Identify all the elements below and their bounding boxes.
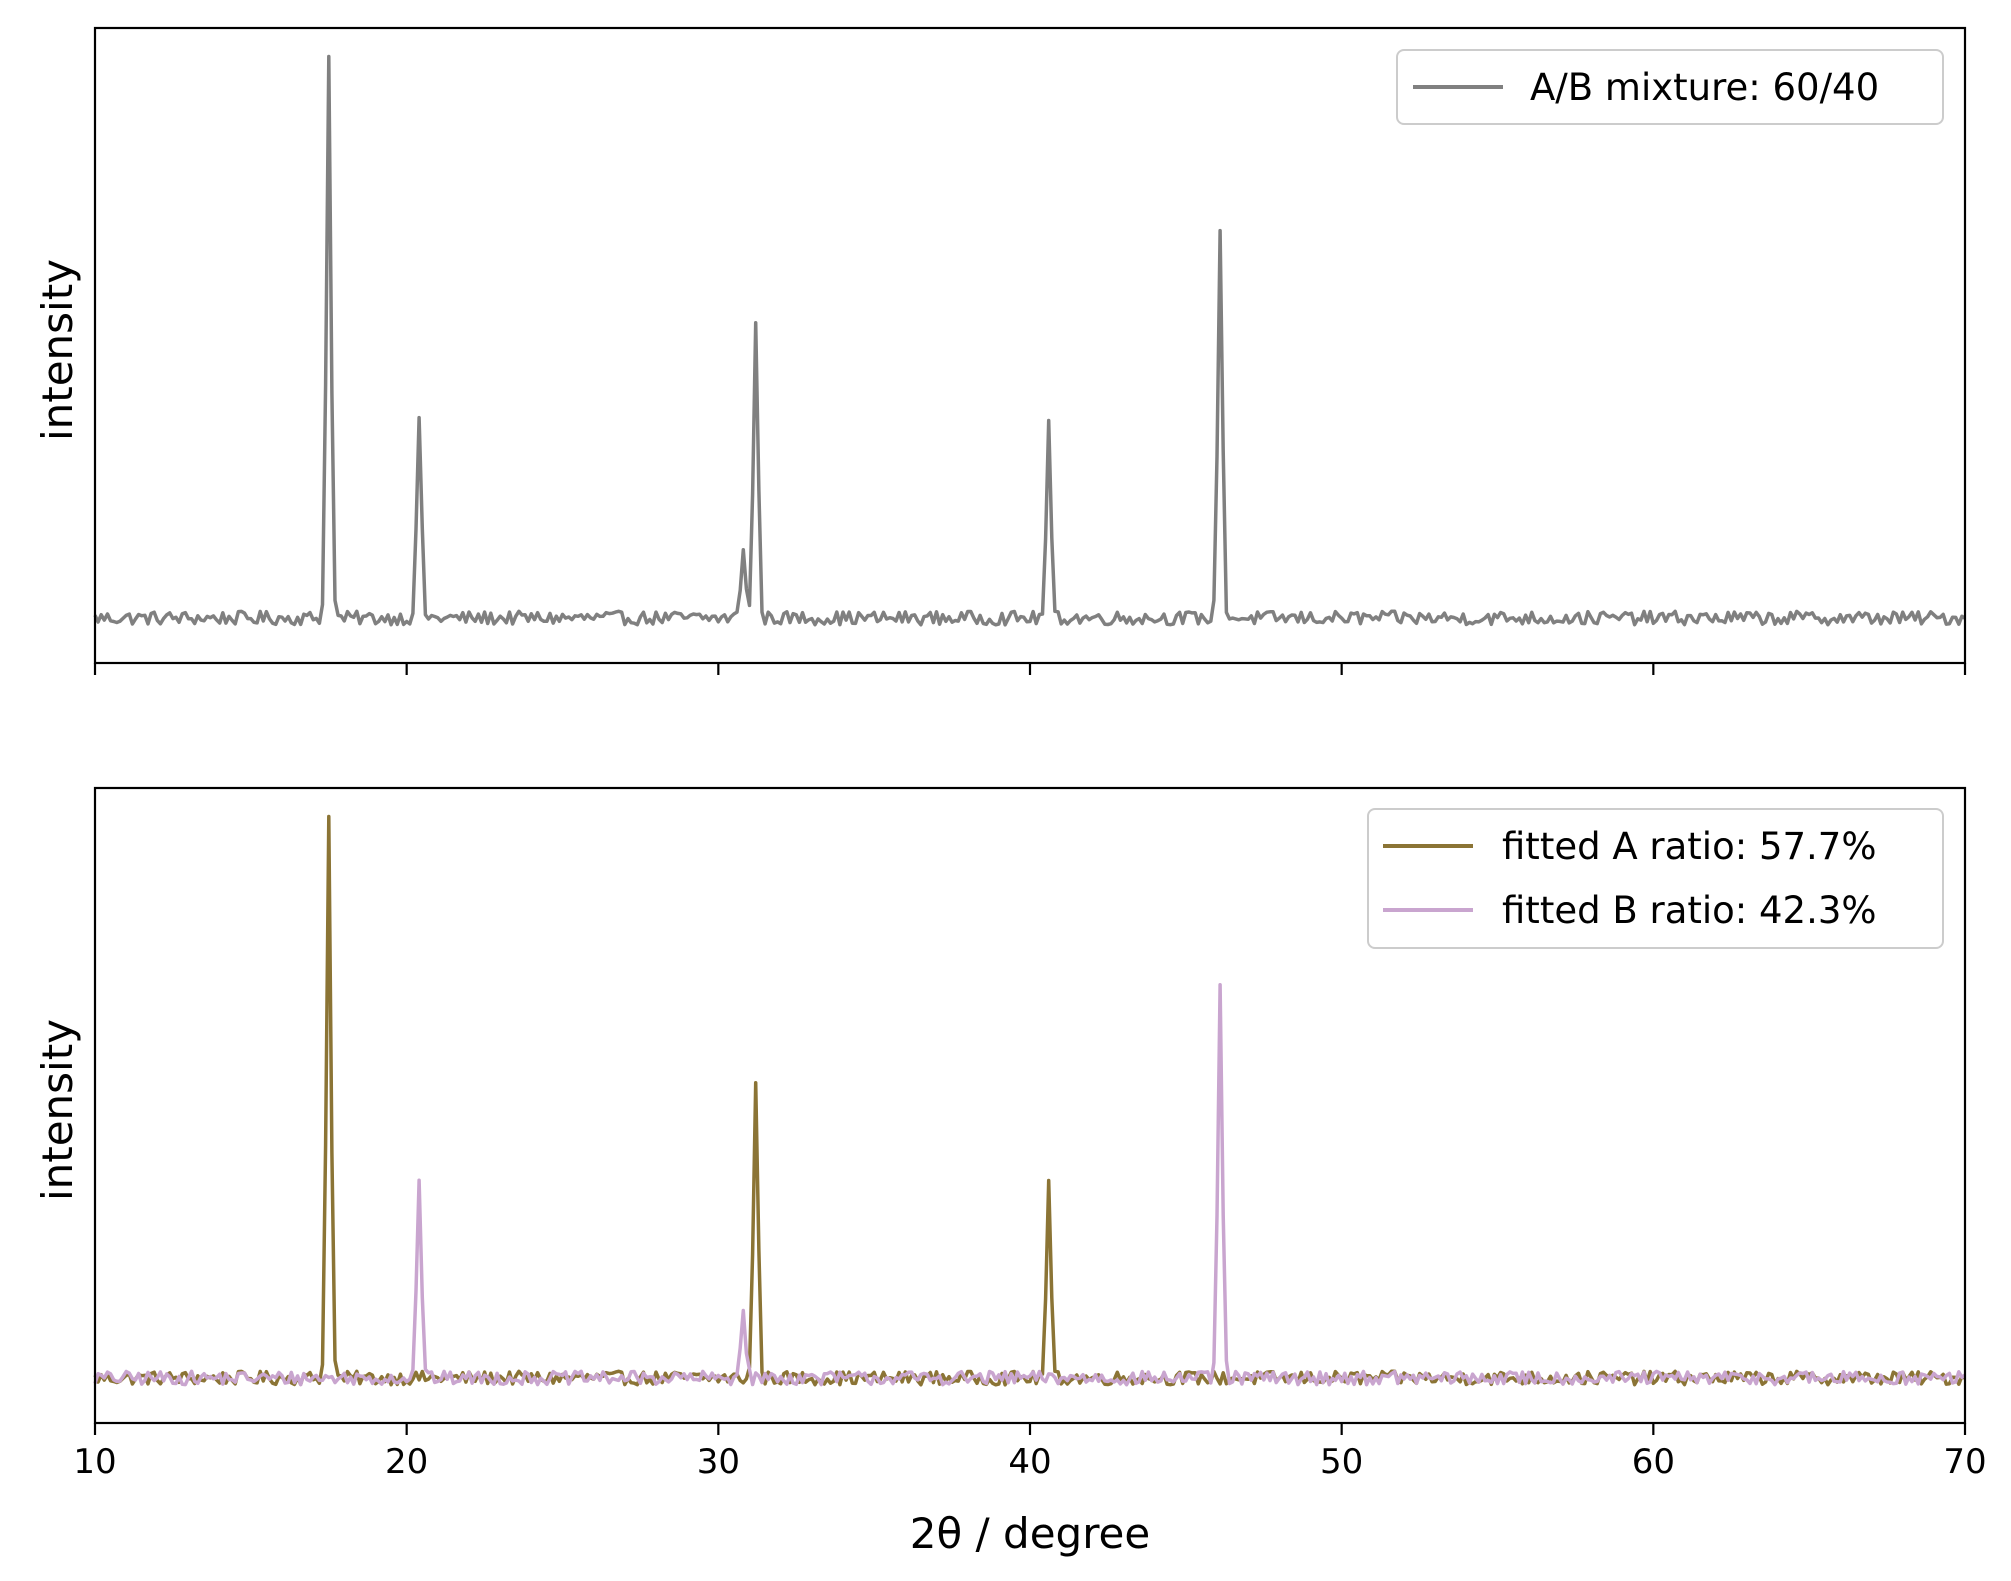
top-axes-frame: [93, 26, 1967, 665]
bottom-x-tick-label-30: 30: [697, 1442, 740, 1482]
bottom-series-line-1: [93, 982, 1967, 1387]
bottom-legend-frame: [1367, 808, 1944, 949]
bottom-axes-frame: [93, 786, 1967, 1425]
top-panel: intensity A/B mixture: 60/40: [33, 26, 1967, 675]
top-series-line-0: [93, 54, 1966, 627]
bottom-y-axis-label: intensity: [33, 1019, 82, 1201]
top-x-ticks: [93, 663, 1967, 675]
bottom-x-tick-label-50: 50: [1320, 1442, 1363, 1482]
top-series-layer: [93, 54, 1966, 627]
bottom-x-tick-label-20: 20: [385, 1442, 428, 1482]
top-plot-area: [95, 28, 1965, 663]
bottom-x-ticks: 10 20 30 40 50 60 70: [73, 1423, 1987, 1482]
bottom-x-tick-label-60: 60: [1632, 1442, 1675, 1482]
bottom-series-layer: [93, 814, 1967, 1387]
bottom-legend: fitted A ratio: 57.7% fitted B ratio: 42…: [1367, 808, 1944, 949]
bottom-legend-label-b: fitted B ratio: 42.3%: [1502, 889, 1877, 932]
top-y-axis-label: intensity: [33, 259, 82, 441]
bottom-x-tick-label-40: 40: [1008, 1442, 1051, 1482]
bottom-x-tick-label-10: 10: [73, 1442, 116, 1482]
top-legend-label: A/B mixture: 60/40: [1530, 66, 1879, 109]
bottom-x-tick-label-70: 70: [1943, 1442, 1986, 1482]
top-legend-frame: [1396, 49, 1944, 125]
bottom-panel: 10 20 30 40 50 60 70 intensity 2θ / degree fit…: [33, 786, 1987, 1558]
top-legend: A/B mixture: 60/40: [1396, 49, 1944, 125]
x-axis-label: 2θ / degree: [910, 1509, 1150, 1558]
bottom-legend-label-a: fitted A ratio: 57.7%: [1502, 825, 1876, 868]
